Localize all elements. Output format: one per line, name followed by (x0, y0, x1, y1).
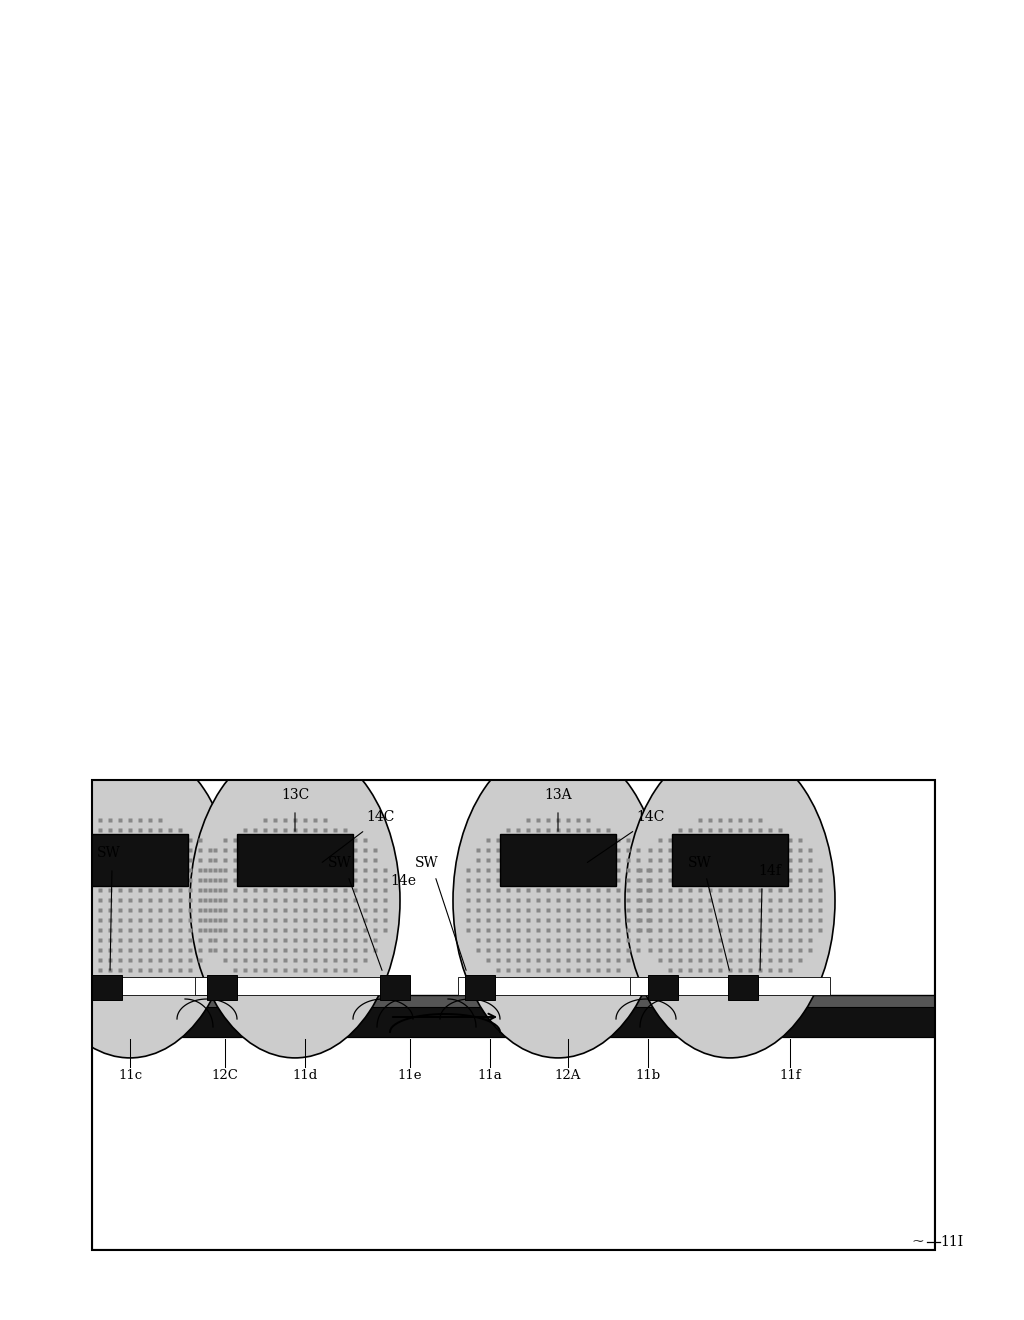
Text: by: by (455, 135, 473, 148)
Bar (195, 977, 395, 995)
Bar (175, 413, 234, 478)
Text: Patent Application Publication: Patent Application Publication (72, 51, 299, 65)
Ellipse shape (190, 743, 400, 1057)
Ellipse shape (25, 743, 234, 1057)
Bar (92, 1007, 935, 1038)
Text: 12C: 12C (212, 1069, 239, 1082)
Text: 11A₁: 11A₁ (88, 334, 121, 348)
Bar (668, 275, 728, 413)
Text: 11I: 11I (940, 1236, 964, 1249)
Bar (92, 780, 935, 1250)
Text: by': by' (455, 533, 475, 546)
Bar (668, 413, 728, 478)
Bar (0, 0, 92, 1320)
Text: May 9, 2013  Sheet 24 of 27: May 9, 2013 Sheet 24 of 27 (327, 51, 534, 65)
Text: 11I: 11I (740, 220, 763, 235)
Bar (234, 210, 428, 478)
Text: 11e: 11e (397, 1069, 422, 1082)
Bar (370, 210, 428, 478)
Text: 11a: 11a (477, 1069, 503, 1082)
Bar (465, 975, 495, 1001)
Text: 13C: 13C (281, 788, 309, 803)
Text: 14C: 14C (636, 810, 665, 824)
Bar (234, 210, 293, 478)
Bar (92, 780, 935, 1250)
Text: FIG.13A: FIG.13A (427, 135, 553, 161)
Bar (73, 834, 187, 886)
Bar (234, 210, 428, 478)
Bar (501, 834, 615, 886)
Text: 11b: 11b (636, 1069, 660, 1082)
Text: bx2: bx2 (137, 360, 163, 375)
Text: SW: SW (97, 846, 121, 861)
Bar (472, 210, 668, 478)
Bar (92, 995, 935, 1007)
Bar (530, 210, 605, 478)
Text: 13C: 13C (614, 533, 643, 546)
Bar (30, 977, 230, 995)
Text: ~: ~ (911, 1236, 924, 1249)
Text: SW: SW (318, 117, 344, 132)
Bar (610, 210, 668, 478)
Text: 11f: 11f (779, 1069, 801, 1082)
Bar (472, 210, 530, 478)
Bar (0, 1250, 1024, 1320)
Text: SW: SW (328, 855, 352, 870)
Text: 13A: 13A (544, 788, 571, 803)
Text: 13C: 13C (260, 533, 288, 546)
Text: FIG.13B: FIG.13B (427, 705, 553, 731)
Bar (648, 975, 678, 1001)
Bar (175, 210, 234, 275)
Bar (92, 975, 122, 1001)
Bar (293, 210, 368, 478)
Bar (0, 0, 1024, 780)
Text: 14e: 14e (390, 874, 416, 888)
Text: 11d: 11d (293, 1069, 317, 1082)
Bar (672, 834, 787, 886)
Ellipse shape (453, 743, 663, 1057)
Bar (458, 977, 658, 995)
Bar (472, 210, 668, 478)
Bar (238, 834, 352, 886)
Bar (630, 977, 830, 995)
Text: 14f: 14f (758, 865, 781, 878)
Text: bx1': bx1' (740, 308, 769, 322)
Text: SW: SW (688, 855, 712, 870)
Ellipse shape (400, 286, 500, 411)
Bar (175, 275, 234, 413)
Text: US 2013/0114333 A1: US 2013/0114333 A1 (870, 51, 1024, 65)
Text: 11c: 11c (118, 1069, 142, 1082)
Text: 12A: 12A (555, 1069, 582, 1082)
Text: 14C: 14C (366, 810, 394, 824)
Text: SW: SW (415, 855, 439, 870)
Bar (441, 478, 459, 525)
Ellipse shape (625, 743, 835, 1057)
Bar (380, 975, 410, 1001)
Text: bx2': bx2' (740, 360, 769, 375)
Bar (668, 210, 728, 275)
Text: bx1: bx1 (137, 308, 163, 322)
Bar (207, 975, 237, 1001)
Bar (306, 162, 356, 210)
Bar (935, 0, 1024, 1320)
Text: 15A: 15A (414, 533, 441, 546)
Bar (728, 975, 758, 1001)
